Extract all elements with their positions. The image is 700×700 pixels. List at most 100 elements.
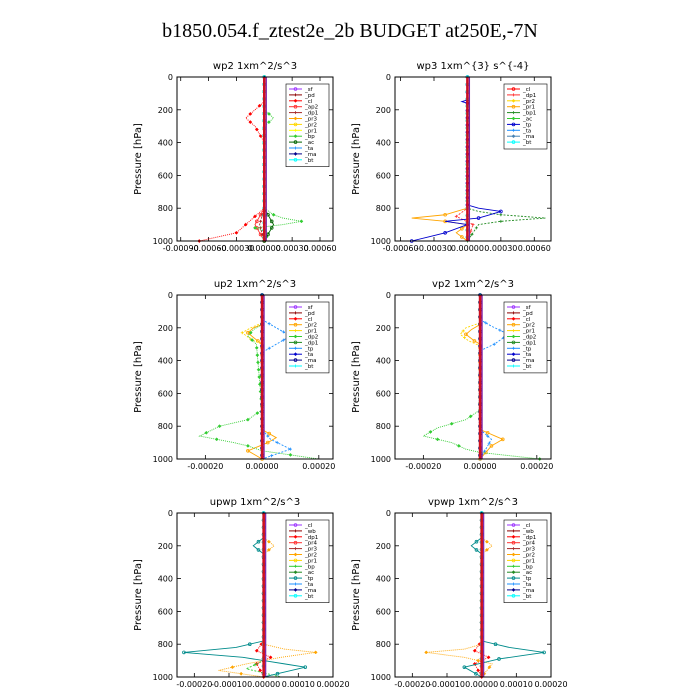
series-line [261, 295, 292, 460]
legend-marker [512, 364, 515, 368]
data-point [258, 134, 263, 138]
y-tick-label: 400 [158, 357, 173, 366]
legend-box [503, 301, 548, 374]
data-point [499, 209, 503, 214]
data-point [499, 213, 503, 217]
legend-marker [293, 340, 298, 345]
data-point [256, 367, 261, 372]
legend-entry: _bt [304, 364, 314, 370]
series-line [254, 77, 302, 242]
data-point [449, 421, 454, 426]
legend-entry: _bt [304, 158, 314, 164]
legend-marker [293, 523, 298, 527]
x-tick-label: 0.00000 [246, 462, 279, 471]
chart-panel-3: vp2 1xm^2/s^3 Pressure [hPa] 0 200 400 600 800… [351, 279, 553, 471]
y-tick-label: 400 [158, 575, 173, 584]
data-point [250, 338, 255, 343]
data-point [248, 120, 253, 125]
legend: _cl_wb_dp1_pr4_pr3_pr2_pr1_bp_ac_tp_ta_m… [503, 519, 548, 603]
y-tick-label: 600 [376, 171, 391, 180]
legend-entry: _ta [522, 352, 531, 358]
y-tick-label: 800 [158, 640, 173, 649]
legend-entry: _dp1 [522, 535, 536, 541]
data-point [266, 547, 271, 552]
legend-entry: _pr3 [522, 547, 536, 553]
chart-panel-5: vpwp 1xm^2/s^3 Pressure [hPa] 0 200 400 600 80… [351, 497, 568, 689]
chart-panel-1: wp3 1xm^{3} s^{-4} Pressure [hPa] 0 200 400 6… [351, 61, 552, 253]
legend-marker [511, 116, 516, 121]
legend-entry: _cl [304, 523, 313, 529]
y-tick-label: 1000 [153, 455, 173, 464]
data-point [500, 437, 505, 442]
data-point [443, 231, 447, 235]
y-axis-label: Pressure [hPa] [351, 123, 362, 195]
y-tick-label: 400 [376, 357, 391, 366]
legend-entry: _pr2 [522, 99, 535, 105]
legend-entry: _bt [522, 140, 532, 146]
x-tick-label: 0.00030 [484, 244, 517, 253]
x-tick-label: -0.00010 [211, 680, 247, 689]
legend-entry: _tp [522, 576, 532, 582]
data-point [281, 338, 285, 342]
legend-entry: _tp [304, 576, 314, 582]
y-tick-label: 200 [376, 324, 391, 333]
legend-marker [293, 104, 298, 109]
data-point [275, 441, 279, 445]
legend-marker [511, 558, 516, 563]
legend-entry: _ma [522, 588, 534, 594]
x-tick-label: 0.00020 [316, 680, 349, 689]
legend-marker [293, 134, 298, 139]
legend-box [285, 83, 330, 167]
data-point [217, 424, 222, 429]
y-tick-label: 200 [376, 106, 391, 115]
data-point [299, 219, 304, 224]
y-tick-label: 600 [158, 171, 173, 180]
data-point [428, 429, 433, 434]
chart-panel-2: up2 1xm^2/s^3 Pressure [hPa] 0 200 400 600 800… [133, 279, 335, 471]
legend-marker [512, 128, 515, 132]
data-point [182, 650, 186, 655]
data-point [472, 339, 477, 343]
legend-entry: _ac [522, 117, 532, 123]
y-tick-label: 0 [386, 73, 391, 82]
legend-entry: _ma [304, 358, 316, 364]
data-point [462, 336, 466, 340]
legend-marker [512, 529, 515, 533]
data-point [248, 111, 253, 116]
legend-marker [511, 523, 516, 527]
data-point [288, 447, 292, 451]
legend-entry: _ta [304, 582, 313, 588]
legend-marker [511, 322, 516, 327]
legend-entry: _bp1 [522, 111, 536, 117]
x-tick-label: 0.00000 [248, 244, 281, 253]
data-point [256, 539, 261, 544]
series-line [199, 77, 265, 242]
legend-marker [294, 364, 297, 368]
data-point [281, 330, 285, 334]
plot-frame [176, 76, 334, 242]
legend-entry: _pr1 [304, 558, 317, 564]
legend-marker [294, 311, 297, 315]
data-point [230, 665, 235, 670]
legend-marker [294, 146, 297, 150]
x-tick-label: 0.00010 [282, 680, 315, 689]
series-pr1 [411, 75, 470, 242]
y-tick-label: 0 [386, 509, 391, 518]
plot-frame [394, 512, 552, 678]
data-point [253, 225, 257, 230]
legend-marker [511, 552, 516, 557]
legend-entry: _dp1 [304, 535, 318, 541]
data-point [256, 339, 260, 343]
data-point [257, 103, 262, 108]
legend-box [285, 301, 330, 374]
legend-entry: _sf [522, 305, 532, 311]
legend-marker [511, 122, 516, 127]
legend-marker [293, 358, 298, 362]
legend-marker [511, 334, 516, 339]
legend-marker [294, 329, 297, 333]
data-point [542, 650, 546, 655]
x-tick-label: -0.00020 [394, 680, 430, 689]
data-point [499, 219, 503, 223]
y-tick-label: 400 [376, 575, 391, 584]
legend-entry: _ap2 [304, 105, 318, 111]
